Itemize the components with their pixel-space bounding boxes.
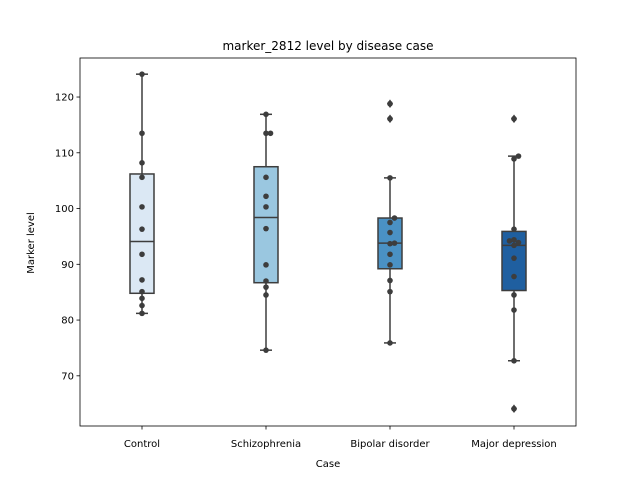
plot-frame [79, 57, 577, 427]
x-tick-label: Major depression [471, 439, 557, 450]
chart-title: marker_2812 level by disease case [222, 39, 433, 53]
data-point [263, 130, 269, 137]
data-point [515, 153, 522, 159]
data-point [515, 239, 522, 246]
data-point [387, 240, 393, 247]
data-point [387, 100, 393, 107]
plot-area: 70 80 90 100 110 120 Control Schizophrenia Bipol… [55, 57, 577, 450]
data-point [506, 238, 513, 244]
data-point [263, 262, 269, 268]
x-tick-label: Schizophrenia [231, 439, 301, 450]
data-point [263, 204, 269, 210]
data-point [139, 71, 145, 77]
y-tick-label: 100 [55, 204, 74, 215]
data-point [387, 277, 393, 284]
data-point [387, 175, 393, 181]
y-axis-label: Marker level [26, 212, 37, 274]
data-point [511, 273, 517, 280]
x-tick-label: Bipolar disorder [350, 439, 430, 450]
data-point [139, 130, 145, 137]
data-point [263, 284, 269, 290]
data-point [139, 302, 145, 309]
data-point [139, 277, 145, 283]
data-point [387, 340, 393, 346]
y-tick-label: 70 [61, 371, 74, 382]
data-point [511, 115, 517, 122]
data-point [263, 347, 269, 353]
data-point [511, 255, 517, 261]
data-point [139, 295, 145, 302]
y-tick-label: 120 [55, 93, 74, 104]
data-point [511, 156, 517, 162]
y-tick-label: 110 [55, 148, 74, 159]
data-point [391, 215, 398, 221]
data-point [511, 405, 517, 412]
data-point [391, 240, 398, 246]
data-point [263, 111, 269, 118]
data-point [387, 229, 393, 236]
data-point [387, 288, 393, 295]
data-point [139, 160, 145, 166]
data-point [263, 292, 269, 298]
x-axis-label: Case [316, 459, 340, 470]
data-point [139, 174, 145, 181]
y-tick-label: 90 [61, 260, 74, 271]
data-point [267, 130, 274, 137]
data-point [263, 278, 269, 284]
data-point [263, 193, 269, 200]
data-point [139, 226, 145, 232]
box-group [253, 113, 279, 351]
data-point [511, 242, 517, 249]
y-tick-label: 80 [61, 316, 74, 327]
data-point [387, 219, 393, 226]
data-point [139, 310, 145, 317]
data-point [387, 115, 393, 122]
data-point [511, 307, 517, 313]
data-point [139, 251, 145, 258]
data-point [511, 226, 517, 232]
box-iqr [129, 173, 155, 295]
x-tick-label: Control [124, 439, 160, 450]
data-point [511, 236, 517, 243]
data-point [263, 174, 269, 181]
data-point [387, 251, 393, 258]
data-point [387, 262, 393, 268]
data-point [263, 225, 269, 232]
data-point [511, 357, 517, 364]
data-point [511, 292, 517, 298]
data-point [139, 288, 145, 295]
data-point [139, 204, 145, 210]
